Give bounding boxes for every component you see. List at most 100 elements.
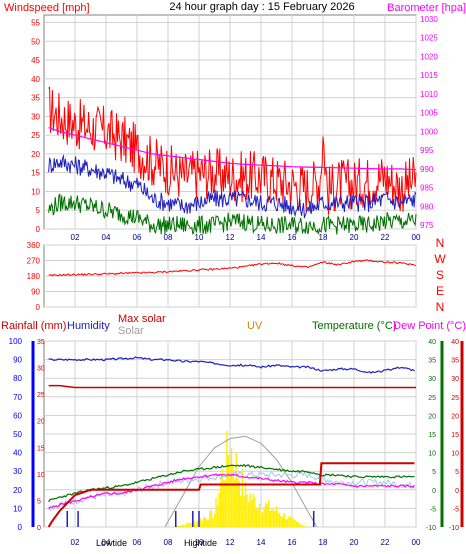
- wind-y-tick-label: 40: [31, 75, 40, 84]
- wind-series-avg: [48, 154, 417, 219]
- dew-y-tick-label: 20: [451, 413, 459, 420]
- wind-y-tick-label: 0: [36, 225, 41, 234]
- max-solar-label: Max solar: [118, 313, 166, 325]
- temp-y-tick-label: 30: [428, 376, 436, 383]
- wind-x-tick-label: 16: [288, 233, 297, 242]
- light-blue-series: [48, 470, 415, 512]
- compass-label-E: E: [436, 284, 444, 298]
- left-axis-title: Windspeed [mph]: [4, 2, 90, 14]
- wind-y-tick-label: 25: [31, 131, 40, 140]
- direction-y-tick-label: 90: [31, 288, 40, 297]
- direction-y-tick-label: 180: [27, 272, 41, 281]
- wind-y-tick-label: 35: [31, 94, 40, 103]
- wind-x-tick-label: 18: [319, 233, 328, 242]
- rain-x-tick-label: 12: [226, 538, 235, 547]
- rain-x-tick-label: 02: [71, 538, 80, 547]
- rain-y-tick-label: 15: [37, 445, 45, 452]
- rain-x-tick-label: 20: [350, 538, 359, 547]
- low-tide-label: Lowtide: [96, 538, 127, 548]
- compass-label-N: N: [436, 236, 445, 250]
- humidity-y-tick-label: 70: [13, 393, 22, 402]
- right-axis-title: Barometer [hpa]: [387, 2, 466, 14]
- rainfall-label: Rainfall (mm): [1, 320, 66, 332]
- wind-y-tick-label: 30: [31, 112, 40, 121]
- rain-x-tick-label: 04: [102, 538, 111, 547]
- baro-y-tick-label: 1030: [420, 15, 438, 24]
- temp-y-tick-label: 10: [428, 451, 436, 458]
- wind-y-tick-label: 50: [31, 37, 40, 46]
- baro-y-tick-label: 1010: [420, 90, 438, 99]
- baro-y-tick-label: 995: [420, 146, 434, 155]
- humidity-y-tick-label: 20: [13, 486, 22, 495]
- temp-y-tick-label: 15: [428, 432, 436, 439]
- rain-y-tick-label: 35: [37, 339, 45, 346]
- dew-y-tick-label: 25: [451, 395, 459, 402]
- temp-y-tick-label: -10: [426, 525, 436, 532]
- rain-y-tick-label: 10: [37, 472, 45, 479]
- rain-temp-panel-axes: 010203040506070809010005101520253035-10-…: [9, 337, 464, 547]
- dew-y-tick-label: 10: [451, 451, 459, 458]
- wind-x-tick-label: 00: [412, 233, 421, 242]
- direction-series: [48, 259, 416, 277]
- temp-y-tick-label: 5: [432, 469, 436, 476]
- dew-point-label: Dew Point (°C): [393, 320, 466, 332]
- rain-x-tick-label: 16: [288, 538, 297, 547]
- dew-point-series: [48, 473, 415, 510]
- temp-y-tick-label: 40: [428, 339, 436, 346]
- humidity-series: [48, 356, 415, 374]
- baro-y-tick-label: 1000: [420, 127, 438, 136]
- baro-y-tick-label: 1015: [420, 71, 438, 80]
- humidity-y-tick-label: 80: [13, 374, 22, 383]
- direction-y-tick-label: 270: [27, 257, 41, 266]
- wind-x-tick-label: 08: [164, 233, 173, 242]
- solar-label: Solar: [118, 325, 144, 337]
- rain-y-tick-label: 0: [37, 525, 41, 532]
- dew-y-tick-label: 0: [455, 488, 459, 495]
- wind-y-tick-label: 55: [31, 19, 40, 28]
- temp-y-tick-label: 20: [428, 413, 436, 420]
- rain-x-tick-label: 06: [133, 538, 142, 547]
- compass-label-S: S: [436, 268, 444, 282]
- baro-y-tick-label: 1025: [420, 34, 438, 43]
- direction-y-tick-label: 360: [27, 241, 41, 250]
- dew-y-tick-label: 35: [451, 358, 459, 365]
- temp-y-tick-label: 0: [432, 488, 436, 495]
- rain-y-tick-label: 20: [37, 419, 45, 426]
- wind-panel-grid: [44, 15, 417, 230]
- dew-y-tick-label: 15: [451, 432, 459, 439]
- wind-x-tick-label: 14: [257, 233, 266, 242]
- compass-label-N: N: [436, 300, 445, 314]
- direction-y-tick-label: 0: [36, 303, 41, 312]
- wind-series-barometer: [48, 127, 417, 171]
- dew-y-tick-label: -10: [449, 525, 459, 532]
- rain-temp-panel-series: [47, 356, 416, 528]
- wind-y-tick-label: 10: [31, 187, 40, 196]
- dew-y-tick-label: -5: [453, 506, 459, 513]
- wind-panel-axes: 0510152025303540455055975980985990995100…: [31, 15, 438, 242]
- wind-y-tick-label: 45: [31, 56, 40, 65]
- chart-title: 24 hour graph day : 15 February 2026: [169, 1, 354, 13]
- rain-y-tick-label: 30: [37, 366, 45, 373]
- wind-y-tick-label: 15: [31, 169, 40, 178]
- dew-y-tick-label: 40: [451, 339, 459, 346]
- direction-panel-series: [48, 259, 416, 277]
- humidity-y-tick-label: 10: [13, 504, 22, 513]
- baro-y-tick-label: 990: [420, 165, 434, 174]
- rain-x-tick-label: 08: [164, 538, 173, 547]
- humidity-y-tick-label: 100: [9, 337, 23, 346]
- wind-x-tick-label: 06: [133, 233, 142, 242]
- temperature-series: [48, 463, 415, 503]
- baro-y-tick-label: 985: [420, 184, 434, 193]
- baro-y-tick-label: 1005: [420, 109, 438, 118]
- baro-y-tick-label: 980: [420, 202, 434, 211]
- wind-x-tick-label: 10: [195, 233, 204, 242]
- compass-label-W: W: [434, 252, 446, 266]
- dew-y-tick-label: 5: [455, 469, 459, 476]
- max-temp-series: [48, 384, 416, 389]
- humidity-y-tick-label: 50: [13, 430, 22, 439]
- temp-y-tick-label: 25: [428, 395, 436, 402]
- humidity-y-tick-label: 0: [18, 523, 23, 532]
